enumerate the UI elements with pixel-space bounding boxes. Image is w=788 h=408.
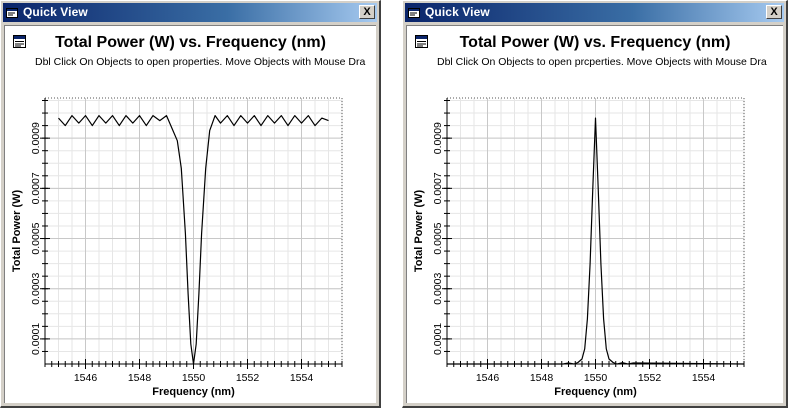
- quick-view-window-right[interactable]: Quick View X Total Power (W) vs. Frequen…: [402, 0, 788, 408]
- x-axis-label: Frequency (nm): [554, 386, 637, 398]
- x-axis-label: Frequency (nm): [152, 386, 235, 398]
- x-tick-label: 1548: [128, 372, 152, 384]
- instruction-text: Dbl Click On Objects to open prcperties.…: [437, 56, 767, 68]
- quick-view-window-icon: [6, 6, 18, 18]
- quick-view-window-icon: [408, 6, 420, 18]
- y-tick-label: 0.0007: [30, 172, 42, 204]
- x-tick-label: 1546: [74, 372, 98, 384]
- series-line: [58, 114, 329, 365]
- y-tick-label: 0.0007: [432, 172, 444, 204]
- chart-properties-icon[interactable]: [13, 35, 26, 48]
- window-title-bar[interactable]: Quick View X: [3, 3, 377, 22]
- y-tick-label: 0.0003: [432, 273, 444, 305]
- x-tick-label: 1550: [584, 372, 608, 384]
- quick-view-window-left[interactable]: Quick View X Total Power (W) vs. Frequen…: [0, 0, 381, 408]
- x-tick-label: 1554: [692, 372, 716, 384]
- chart-area[interactable]: Total Power (W) vs. Frequency (nm) Dbl C…: [406, 25, 783, 403]
- y-tick-label: 0.0001: [30, 323, 42, 355]
- y-tick-label: 0.0005: [432, 222, 444, 254]
- y-tick-label: 0.0003: [30, 273, 42, 305]
- close-button[interactable]: X: [359, 5, 375, 19]
- x-tick-label: 1548: [530, 372, 554, 384]
- line-chart[interactable]: 1546 1548 1550 1552 1554 0.0001 0.0003 0.0005 0.…: [407, 26, 783, 403]
- close-icon: X: [363, 6, 371, 18]
- x-tick-label: 1554: [290, 372, 314, 384]
- y-tick-label: 0.0009: [432, 122, 444, 154]
- x-tick-label: 1552: [638, 372, 662, 384]
- close-icon: X: [770, 6, 778, 18]
- x-tick-label: 1546: [476, 372, 500, 384]
- x-tick-label: 1552: [236, 372, 260, 384]
- series-line: [447, 117, 745, 365]
- close-button[interactable]: X: [766, 5, 782, 19]
- y-tick-label: 0.0001: [432, 323, 444, 355]
- y-tick-label: 0.0005: [30, 222, 42, 254]
- window-title: Quick View: [425, 5, 490, 19]
- chart-title: Total Power (W) vs. Frequency (nm): [55, 34, 326, 51]
- chart-title: Total Power (W) vs. Frequency (nm): [459, 34, 731, 51]
- y-axis-label: Total Power (W): [413, 190, 425, 273]
- line-chart[interactable]: 1546 1548 1550 1552 1554 0.0001 0.0003 0.0005 0.…: [5, 26, 376, 403]
- x-tick-label: 1550: [182, 372, 206, 384]
- window-title-bar[interactable]: Quick View X: [405, 3, 784, 22]
- window-title: Quick View: [23, 5, 88, 19]
- y-tick-label: 0.0009: [30, 122, 42, 154]
- chart-properties-icon[interactable]: [415, 35, 428, 48]
- chart-area[interactable]: Total Power (W) vs. Frequency (nm) Dbl C…: [4, 25, 376, 403]
- y-axis-label: Total Power (W): [11, 190, 23, 273]
- instruction-text: Dbl Click On Objects to open properties.…: [35, 56, 366, 68]
